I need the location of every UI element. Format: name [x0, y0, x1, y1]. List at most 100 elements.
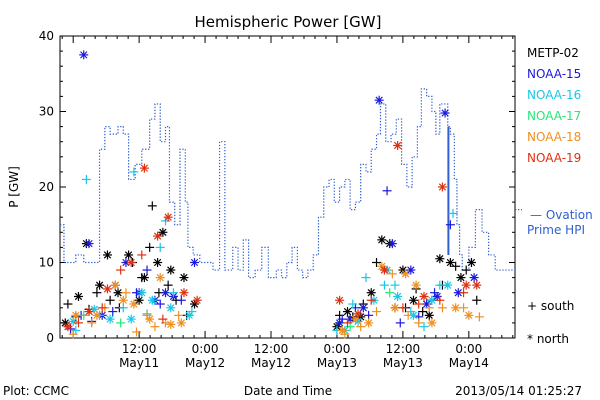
- south-point: [81, 174, 91, 184]
- north-point: [153, 231, 163, 241]
- north-point: [92, 310, 102, 320]
- north-point: [393, 140, 403, 150]
- x-tick-time-label: 12:00: [122, 342, 157, 356]
- north-point: [179, 288, 189, 298]
- north-point: [166, 303, 176, 313]
- south-point: [129, 167, 139, 177]
- north-point: [129, 299, 139, 309]
- south-point: [437, 303, 447, 313]
- north-point: [179, 273, 189, 283]
- south-point: [472, 295, 482, 305]
- north-point: [84, 307, 94, 317]
- north-point: [469, 273, 479, 283]
- north-point: [73, 291, 83, 301]
- south-point: [364, 310, 374, 320]
- north-point: [453, 288, 463, 298]
- south-point: [116, 265, 126, 275]
- south-point: [366, 295, 376, 305]
- south-point: [419, 322, 429, 332]
- south-point: [147, 201, 157, 211]
- south-point: [158, 314, 168, 324]
- legend-entry: METP-02: [527, 46, 579, 60]
- north-point: [105, 314, 115, 324]
- north-point: [84, 239, 94, 249]
- north-point: [377, 235, 387, 245]
- south-point: [92, 288, 102, 298]
- south-point: [97, 303, 107, 313]
- north-point: [137, 288, 147, 298]
- legend-entry: NOAA-19: [527, 151, 581, 165]
- north-point: [337, 325, 347, 335]
- south-point: [379, 280, 389, 290]
- north-point: [176, 318, 186, 328]
- south-point: [448, 208, 458, 218]
- south-point: [445, 220, 455, 230]
- legend: METP-02 NOAA-15 NOAA-16 NOAA-17 NOAA-18 NOAA-…: [515, 46, 593, 346]
- south-point: [398, 303, 408, 313]
- north-point: [464, 310, 474, 320]
- north-point: [145, 314, 155, 324]
- south-point: [87, 318, 97, 328]
- south-point: [343, 318, 353, 328]
- x-tick-date-label: May11: [119, 356, 159, 370]
- north-point: [139, 273, 149, 283]
- x-tick-time-label: 12:00: [386, 342, 421, 356]
- north-point: [335, 295, 345, 305]
- north-point: [358, 303, 368, 313]
- south-point: [145, 242, 155, 252]
- south-point: [163, 280, 173, 290]
- north-point: [166, 319, 176, 329]
- south-point: [142, 265, 152, 275]
- south-point: [356, 322, 366, 332]
- south-point: [150, 322, 160, 332]
- north-point: [374, 95, 384, 105]
- south-point: [174, 310, 184, 320]
- chart-title: Hemispheric Power [GW]: [195, 13, 382, 31]
- south-point: [131, 327, 141, 337]
- south-point: [403, 310, 413, 320]
- south-point: [461, 265, 471, 275]
- legend-ovation-label: — Ovation: [530, 208, 593, 222]
- north-point: [456, 273, 466, 283]
- south-point: [418, 307, 428, 317]
- north-point: [166, 265, 176, 275]
- x-tick-date-label: May14: [449, 356, 489, 370]
- south-point: [390, 280, 400, 290]
- south-point: [435, 280, 445, 290]
- y-tick-label: 40: [39, 29, 54, 43]
- north-point: [161, 288, 171, 298]
- north-point: [406, 265, 416, 275]
- ovation-line: [60, 88, 515, 279]
- south-point: [118, 303, 128, 313]
- legend-north: * north: [527, 332, 569, 346]
- north-point: [408, 295, 418, 305]
- north-point: [184, 310, 194, 320]
- north-point: [466, 258, 476, 267]
- north-point: [419, 291, 429, 301]
- north-point: [126, 314, 136, 324]
- south-point: [459, 303, 469, 313]
- y-tick-label: 10: [39, 256, 54, 270]
- south-point: [137, 250, 147, 260]
- south-point: [168, 288, 178, 298]
- north-point: [440, 108, 450, 118]
- north-point: [158, 227, 168, 237]
- south-point: [474, 312, 484, 322]
- north-point: [335, 318, 345, 328]
- north-point: [443, 280, 453, 290]
- north-point: [461, 280, 471, 290]
- north-point: [155, 273, 165, 283]
- north-point: [401, 269, 411, 279]
- north-point: [435, 254, 445, 264]
- legend-south: + south: [527, 299, 574, 313]
- north-point: [343, 307, 353, 317]
- north-point: [139, 163, 149, 173]
- x-tick-time-label: 0:00: [192, 342, 219, 356]
- north-point: [427, 295, 437, 305]
- north-point: [445, 258, 455, 267]
- south-point: [382, 186, 392, 196]
- north-point: [147, 295, 157, 305]
- south-point: [459, 288, 469, 298]
- south-point: [73, 318, 83, 328]
